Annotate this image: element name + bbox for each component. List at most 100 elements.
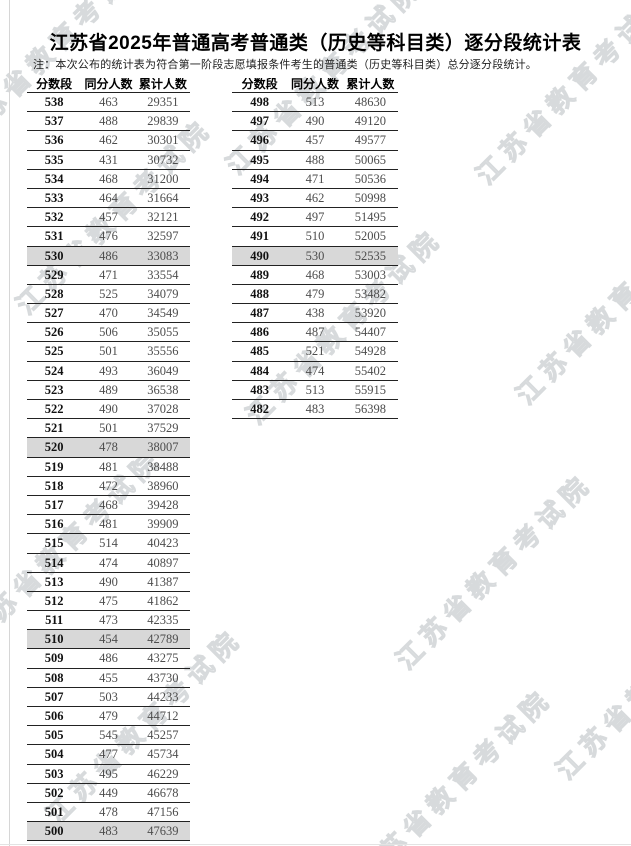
score-cell: 488: [250, 286, 270, 301]
count-cell: 493: [99, 363, 118, 378]
cumulative-cell: 33083: [147, 248, 179, 263]
count-cell: 463: [99, 95, 118, 109]
count-cell: 474: [305, 363, 325, 378]
table-row: 520 478 38007: [27, 438, 190, 458]
table-row: 483 513 55915: [232, 381, 398, 400]
score-cell: 525: [44, 344, 64, 359]
cumulative-cell: 29839: [147, 114, 179, 129]
cumulative-cell: 49120: [354, 114, 386, 129]
cumulative-cell: 30732: [147, 152, 179, 167]
cumulative-cell: 46678: [147, 785, 179, 800]
count-cell: 478: [99, 804, 118, 819]
count-cell: 497: [305, 210, 325, 225]
count-cell: 513: [305, 95, 325, 109]
table-row: 518 472 38960: [27, 477, 190, 496]
score-cell: 535: [44, 152, 64, 167]
count-cell: 474: [99, 555, 118, 570]
cumulative-cell: 41862: [147, 593, 179, 608]
count-cell: 438: [305, 306, 325, 321]
score-table-left: 分数段 同分人数 累计人数 538 463 29351 537 488 29839 536 462 3…: [27, 78, 190, 842]
cumulative-cell: 37028: [147, 402, 179, 416]
count-cell: 525: [99, 286, 118, 301]
count-cell: 479: [99, 709, 118, 723]
score-cell: 506: [44, 709, 64, 723]
count-cell: 464: [99, 190, 118, 205]
score-cell: 511: [45, 613, 64, 628]
table-row: 492 497 51495: [232, 208, 398, 228]
cumulative-cell: 55915: [354, 382, 386, 397]
count-cell: 490: [305, 114, 325, 129]
count-cell: 472: [99, 478, 118, 493]
cumulative-cell: 53003: [354, 267, 386, 282]
cumulative-cell: 39909: [147, 517, 179, 532]
table-row: 515 514 40423: [27, 534, 190, 554]
watermark-text: 江苏省教育考试院: [550, 577, 631, 786]
score-cell: 518: [44, 478, 64, 493]
count-cell: 479: [305, 286, 325, 301]
score-cell: 513: [44, 574, 64, 589]
cumulative-cell: 53920: [354, 306, 386, 321]
column-header: 分数段: [241, 78, 278, 91]
table-row: 501 478 47156: [27, 803, 190, 823]
count-cell: 455: [99, 670, 118, 685]
cumulative-cell: 43275: [147, 651, 179, 666]
count-cell: 468: [99, 171, 118, 186]
table-row: 487 438 53920: [232, 304, 398, 324]
score-cell: 520: [44, 440, 64, 455]
table-row: 516 481 39909: [27, 515, 190, 535]
score-cell: 495: [250, 152, 270, 167]
table-row: 530 486 33083: [27, 246, 190, 266]
score-cell: 484: [250, 363, 270, 378]
table-row: 508 455 43730: [27, 669, 190, 688]
cumulative-cell: 47639: [147, 824, 179, 839]
score-cell: 482: [250, 402, 270, 416]
cumulative-cell: 43730: [147, 670, 179, 685]
column-header: 分数段: [36, 78, 73, 91]
table-row: 528 525 34079: [27, 285, 190, 305]
table-row: 494 471 50536: [232, 170, 398, 189]
count-cell: 481: [99, 517, 118, 532]
score-cell: 486: [250, 325, 270, 340]
score-cell: 516: [44, 517, 64, 532]
score-cell: 501: [44, 804, 64, 819]
cumulative-cell: 49577: [354, 133, 386, 148]
table-row: 486 487 54407: [232, 323, 398, 343]
count-cell: 495: [99, 766, 118, 781]
table-row: 482 483 56398: [232, 400, 398, 420]
count-cell: 514: [99, 536, 118, 551]
score-cell: 538: [44, 95, 64, 109]
column-header: 累计人数: [346, 78, 395, 91]
page-edge-line: [9, 0, 10, 846]
cumulative-cell: 40423: [147, 536, 179, 551]
cumulative-cell: 40897: [147, 555, 179, 570]
table-row: 493 462 50998: [232, 189, 398, 209]
score-cell: 485: [250, 344, 270, 359]
score-cell: 493: [250, 190, 270, 205]
cumulative-cell: 42335: [147, 613, 179, 628]
cumulative-cell: 52535: [354, 248, 386, 263]
cumulative-cell: 46229: [147, 766, 179, 781]
table-row: 529 471 33554: [27, 266, 190, 285]
count-cell: 476: [99, 229, 118, 244]
score-cell: 491: [250, 229, 270, 244]
cumulative-cell: 52005: [354, 229, 386, 244]
score-cell: 526: [44, 325, 64, 340]
cumulative-cell: 44233: [147, 689, 179, 704]
table-row: 504 477 45734: [27, 745, 190, 765]
count-cell: 477: [99, 747, 118, 762]
table-row: 484 474 55402: [232, 362, 398, 381]
table-row: 522 490 37028: [27, 400, 190, 420]
count-cell: 486: [99, 248, 118, 263]
column-header: 同分人数: [290, 78, 339, 91]
cumulative-cell: 50065: [354, 152, 386, 167]
table-row: 509 486 43275: [27, 649, 190, 669]
count-cell: 462: [99, 133, 118, 148]
cumulative-cell: 55402: [354, 363, 386, 378]
table-row: 537 488 29839: [27, 112, 190, 132]
cumulative-cell: 29351: [147, 95, 179, 109]
count-cell: 462: [305, 190, 325, 205]
table-row: 496 457 49577: [232, 131, 398, 151]
count-cell: 483: [99, 824, 118, 839]
count-cell: 487: [305, 325, 325, 340]
count-cell: 457: [99, 210, 118, 225]
